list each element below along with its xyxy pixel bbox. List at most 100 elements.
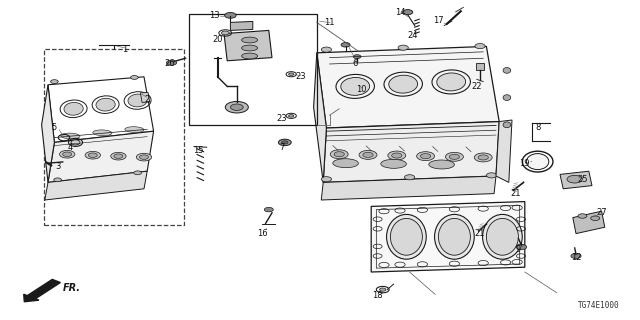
Text: 11: 11 — [324, 18, 335, 27]
Text: 2: 2 — [145, 95, 150, 104]
Ellipse shape — [503, 95, 511, 100]
Text: 15: 15 — [193, 146, 204, 155]
Circle shape — [404, 175, 415, 180]
Text: 24: 24 — [408, 31, 418, 40]
Ellipse shape — [128, 94, 147, 107]
Text: 14: 14 — [395, 8, 405, 17]
Circle shape — [85, 151, 100, 159]
Text: 7: 7 — [279, 143, 284, 152]
Bar — [189, 14, 317, 125]
Circle shape — [567, 175, 582, 183]
Text: 1: 1 — [122, 45, 127, 54]
Polygon shape — [321, 176, 496, 200]
Ellipse shape — [429, 160, 454, 169]
Circle shape — [363, 152, 373, 157]
Ellipse shape — [333, 159, 358, 168]
Text: 8: 8 — [535, 124, 540, 132]
Circle shape — [221, 31, 229, 35]
Polygon shape — [48, 131, 154, 182]
Circle shape — [136, 153, 152, 161]
Circle shape — [578, 214, 587, 218]
Circle shape — [321, 47, 332, 52]
Polygon shape — [45, 171, 147, 200]
Circle shape — [54, 178, 61, 182]
Polygon shape — [314, 53, 326, 182]
Circle shape — [282, 141, 288, 144]
Text: 17: 17 — [433, 16, 444, 25]
Circle shape — [417, 152, 435, 161]
Text: 5: 5 — [52, 124, 57, 132]
Ellipse shape — [526, 154, 549, 170]
Circle shape — [591, 216, 600, 220]
Circle shape — [63, 152, 72, 156]
Polygon shape — [224, 30, 272, 61]
Text: 16: 16 — [257, 229, 268, 238]
Text: 22: 22 — [472, 82, 482, 91]
Polygon shape — [371, 202, 525, 272]
Circle shape — [486, 173, 497, 178]
Circle shape — [321, 177, 332, 182]
Polygon shape — [42, 85, 54, 182]
Circle shape — [225, 12, 236, 18]
Ellipse shape — [61, 133, 80, 139]
Ellipse shape — [340, 77, 370, 95]
Text: 26: 26 — [164, 60, 175, 68]
Text: 27: 27 — [596, 208, 607, 217]
Circle shape — [380, 288, 386, 291]
Text: 20: 20 — [212, 36, 223, 44]
Ellipse shape — [486, 218, 518, 255]
Ellipse shape — [388, 75, 418, 93]
Circle shape — [278, 139, 291, 146]
Text: TG74E1000: TG74E1000 — [578, 301, 620, 310]
Text: 9: 9 — [516, 245, 521, 254]
Circle shape — [60, 150, 75, 158]
Ellipse shape — [390, 218, 422, 255]
Text: 25: 25 — [577, 175, 588, 184]
Circle shape — [449, 154, 460, 159]
Ellipse shape — [242, 53, 258, 59]
Circle shape — [516, 244, 527, 250]
Circle shape — [225, 101, 248, 113]
Polygon shape — [573, 211, 605, 234]
Ellipse shape — [242, 45, 258, 51]
Text: 21: 21 — [475, 229, 485, 238]
Circle shape — [445, 152, 463, 161]
Circle shape — [571, 253, 581, 259]
Circle shape — [388, 151, 406, 160]
Circle shape — [166, 60, 177, 65]
Ellipse shape — [96, 98, 115, 111]
Circle shape — [474, 153, 492, 162]
Circle shape — [140, 155, 148, 159]
Text: 13: 13 — [209, 12, 220, 20]
Ellipse shape — [71, 140, 80, 145]
Circle shape — [420, 154, 431, 159]
Circle shape — [264, 207, 273, 212]
Circle shape — [359, 150, 377, 159]
Circle shape — [289, 115, 294, 117]
Ellipse shape — [503, 68, 511, 73]
Bar — [476, 63, 484, 70]
Circle shape — [392, 153, 402, 158]
FancyArrow shape — [24, 279, 60, 302]
Text: 3: 3 — [55, 162, 60, 171]
Circle shape — [51, 80, 58, 84]
Text: 23: 23 — [296, 72, 306, 81]
Circle shape — [398, 45, 408, 50]
Ellipse shape — [435, 214, 474, 259]
Ellipse shape — [93, 130, 112, 136]
Text: 18: 18 — [372, 292, 383, 300]
Circle shape — [230, 104, 243, 110]
Circle shape — [475, 44, 485, 49]
Ellipse shape — [387, 214, 426, 259]
Ellipse shape — [438, 218, 470, 255]
Circle shape — [134, 171, 141, 175]
Polygon shape — [317, 46, 499, 128]
Polygon shape — [230, 21, 253, 30]
Ellipse shape — [483, 214, 522, 259]
Circle shape — [478, 155, 488, 160]
Polygon shape — [496, 120, 512, 182]
Text: 23: 23 — [276, 114, 287, 123]
Circle shape — [403, 10, 413, 15]
Circle shape — [114, 154, 123, 158]
Circle shape — [334, 152, 344, 157]
